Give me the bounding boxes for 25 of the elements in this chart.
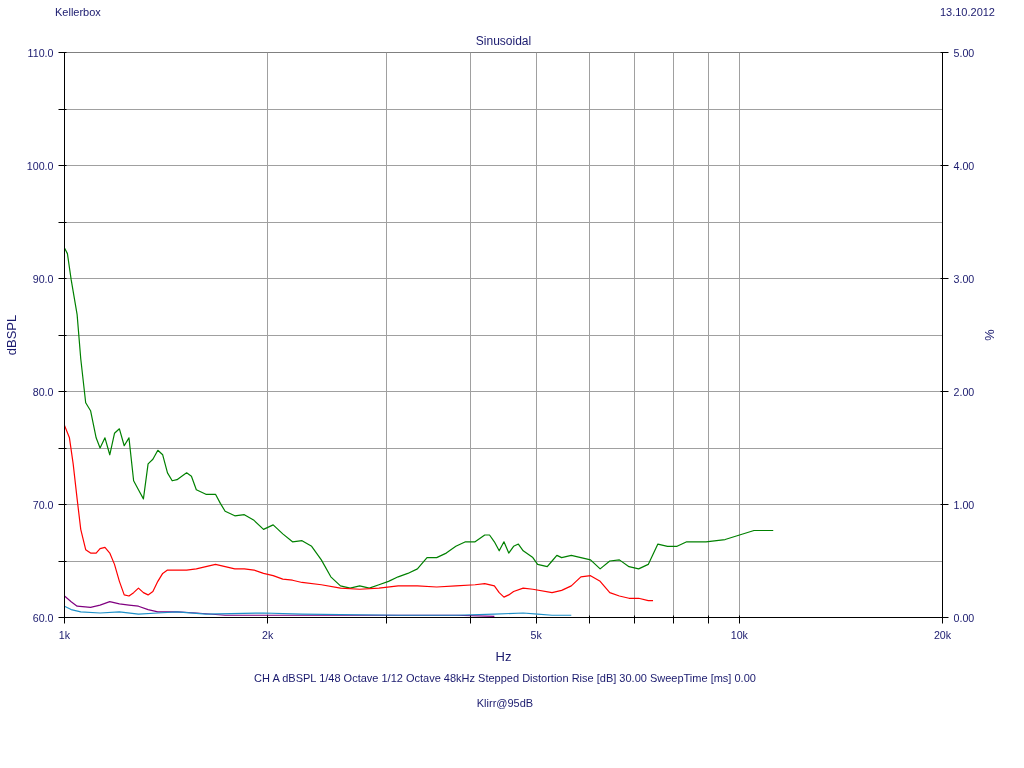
y-tick-label: 70.0 — [32, 498, 54, 511]
y2-axis-title: % — [982, 328, 998, 341]
chart-title: Sinusoidal — [475, 33, 532, 48]
x-axis-title: Hz — [495, 648, 512, 664]
y-tick-label: 110.0 — [27, 46, 54, 59]
x-tick-label: 10k — [730, 628, 749, 641]
y-axis-title: dBSPL — [3, 314, 19, 355]
y2-tick-label: 4.00 — [953, 159, 975, 172]
text: CH A dBSPL 1/48 Octave 1/12 Octave 48kHz Stepped Distortion Rise [dB] 30.00 SweepTime [ms] 0.00 — [254, 670, 756, 686]
text: 13.10.2012 — [939, 5, 995, 20]
x-tick-label: 1k — [58, 628, 71, 641]
y-tick-label: 100.0 — [26, 159, 54, 172]
y-tick-label: 60.0 — [32, 611, 54, 624]
y2-tick-label: 1.00 — [953, 498, 975, 511]
x-tick-label: 5k — [530, 628, 543, 641]
y2-tick-label: 0.00 — [953, 611, 975, 624]
x-tick-label: 2k — [262, 628, 274, 641]
text: Kellerbox — [55, 5, 101, 20]
y-tick-label: 90.0 — [32, 272, 54, 285]
text: Klirr@95dB — [476, 696, 534, 712]
y2-tick-label: 5.00 — [953, 46, 975, 59]
x-tick-label: 20k — [933, 628, 952, 641]
y2-tick-label: 3.00 — [953, 272, 975, 285]
y2-tick-label: 2.00 — [953, 385, 975, 398]
y-tick-label: 80.0 — [32, 385, 54, 398]
